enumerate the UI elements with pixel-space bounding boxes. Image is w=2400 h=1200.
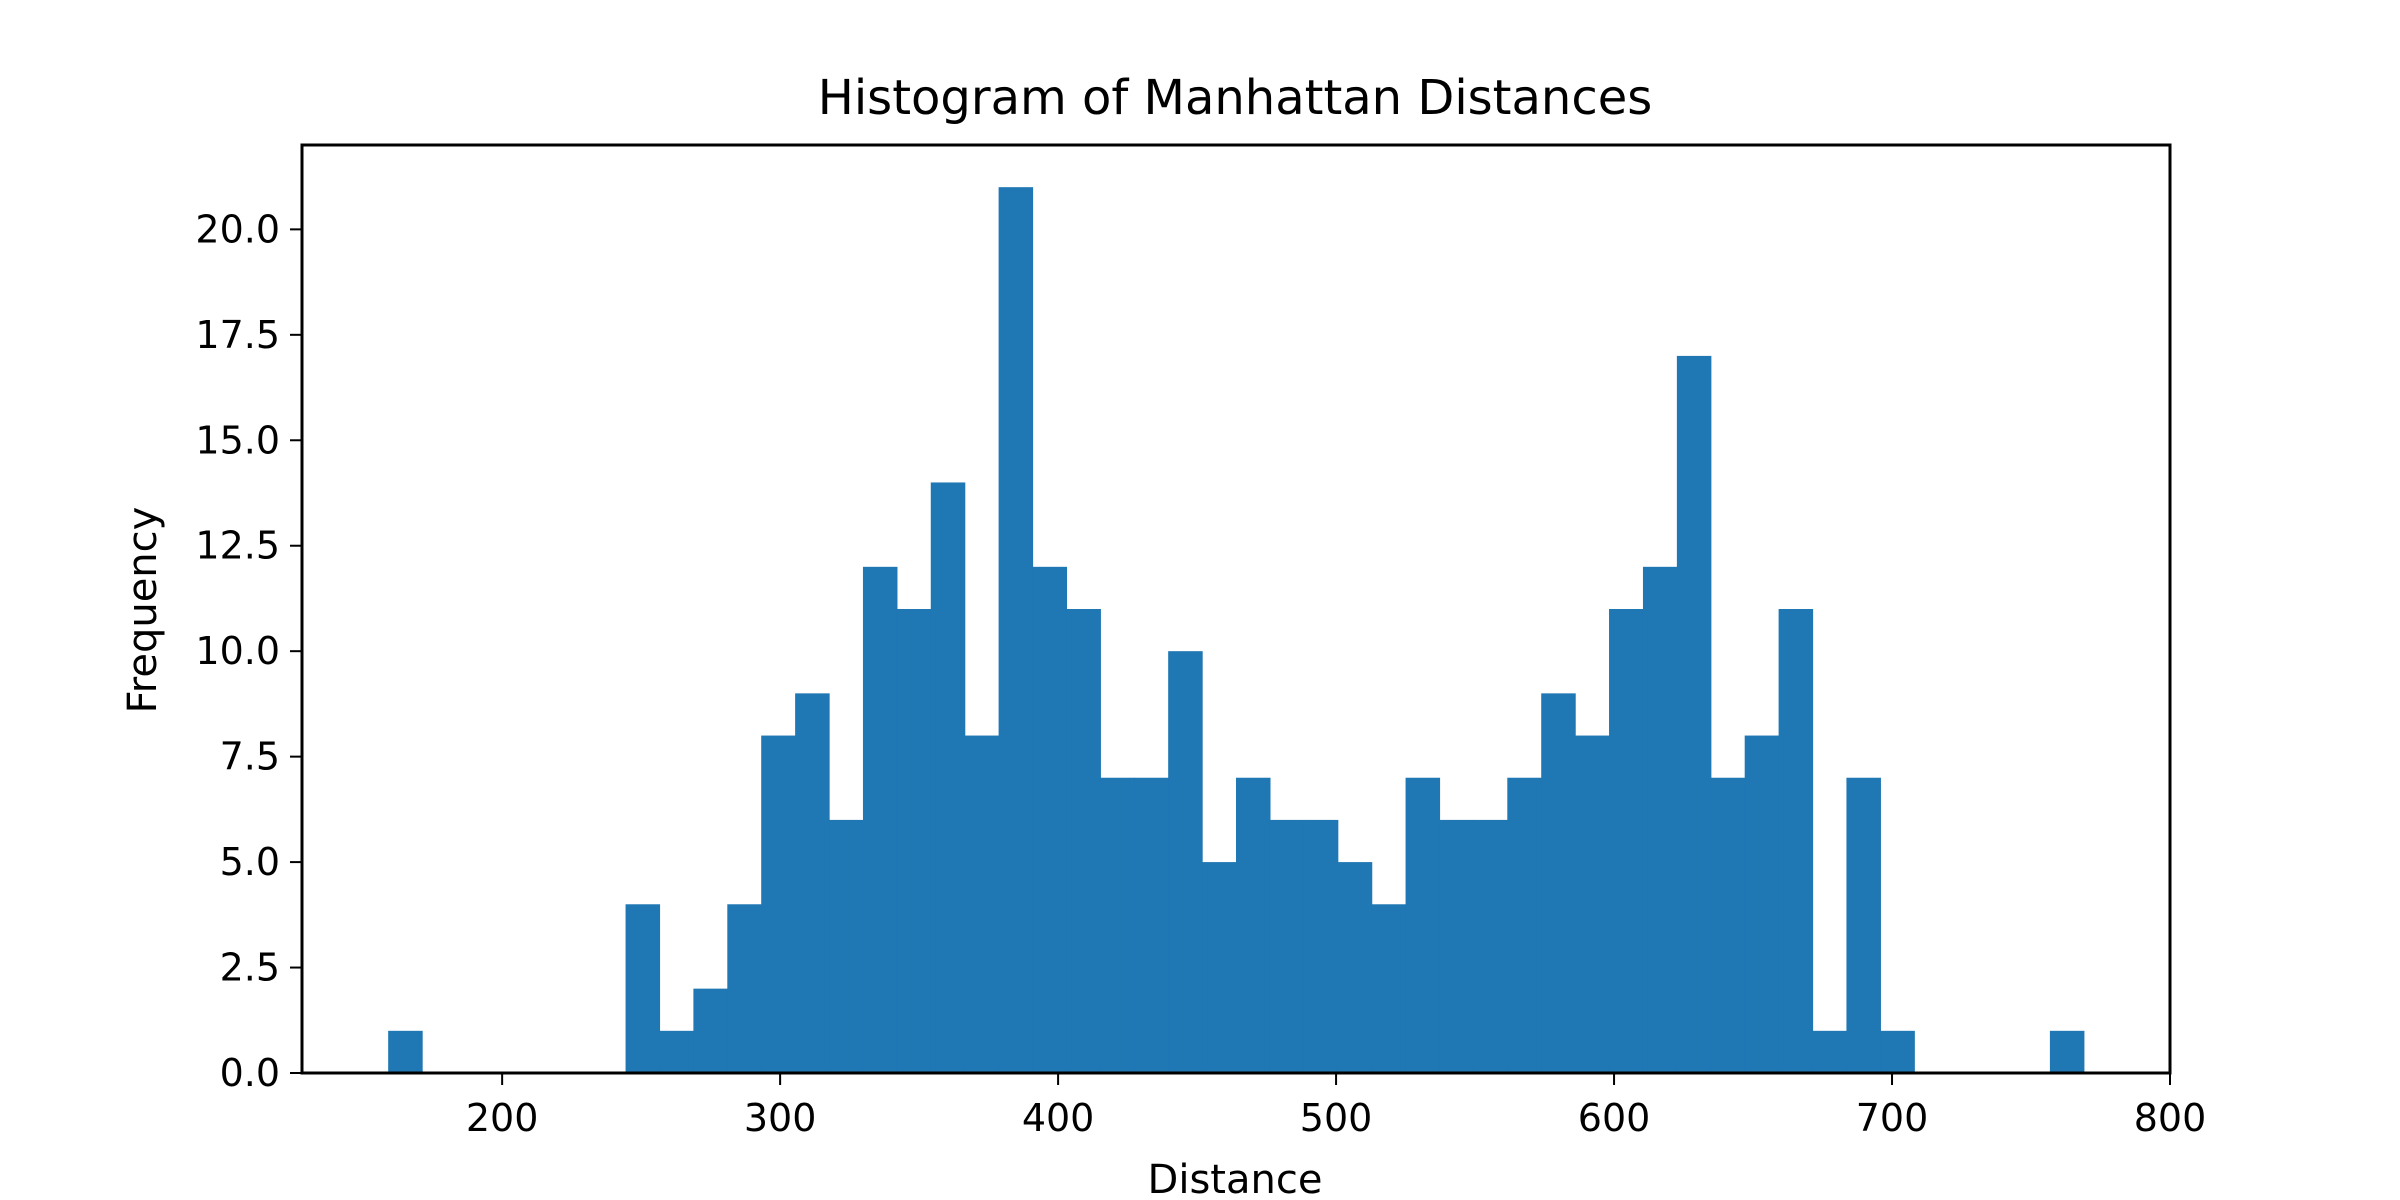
y-tick-label: 0.0 <box>220 1051 280 1095</box>
histogram-bar <box>1473 819 1508 1073</box>
histogram-bar <box>964 735 1000 1073</box>
histogram-bar <box>727 904 762 1073</box>
histogram-bar <box>1202 862 1237 1073</box>
histogram-bar <box>1371 904 1407 1073</box>
x-tick-label: 300 <box>744 1096 817 1140</box>
x-tick-label: 700 <box>1856 1096 1929 1140</box>
histogram-bar <box>998 187 1034 1073</box>
x-tick-label: 500 <box>1300 1096 1373 1140</box>
histogram-bar <box>930 482 966 1073</box>
histogram-bar <box>1134 777 1169 1073</box>
histogram-bar <box>1609 609 1644 1073</box>
y-tick-label: 5.0 <box>220 840 280 884</box>
histogram-bar <box>1880 1030 1915 1073</box>
histogram-bar <box>1032 566 1068 1073</box>
histogram-bar <box>896 609 932 1073</box>
histogram-bar <box>1710 777 1746 1073</box>
histogram-bar <box>761 735 796 1073</box>
histogram-bar <box>1507 777 1542 1073</box>
bars-layer <box>388 187 2085 1073</box>
y-axis-label: Frequency <box>120 507 166 714</box>
histogram-bar <box>2049 1030 2085 1073</box>
histogram-bar <box>1812 1030 1848 1073</box>
x-tick-label: 800 <box>2134 1096 2207 1140</box>
y-tick-label: 17.5 <box>195 313 280 357</box>
plot-frame <box>300 143 2172 1075</box>
histogram-bar <box>1642 566 1678 1073</box>
y-tick-label: 12.5 <box>195 524 280 568</box>
histogram-bar <box>795 693 830 1073</box>
histogram-bar <box>1236 777 1271 1073</box>
histogram-bar <box>1100 777 1135 1073</box>
y-tick-label: 2.5 <box>220 946 280 990</box>
y-tick-label: 10.0 <box>195 629 280 673</box>
histogram-bar <box>862 566 898 1073</box>
histogram-bar <box>659 1030 694 1073</box>
histogram-bar <box>388 1030 423 1073</box>
histogram-bar <box>1744 735 1780 1073</box>
histogram-bar <box>1269 819 1305 1073</box>
histogram-bar <box>1575 735 1610 1073</box>
histogram-bar <box>829 819 864 1073</box>
y-tick-label: 7.5 <box>220 735 280 779</box>
histogram-bar <box>625 904 661 1073</box>
y-tick-label: 20.0 <box>195 207 280 251</box>
histogram-bar <box>1676 355 1712 1073</box>
histogram-bar <box>1337 862 1373 1073</box>
histogram-bar <box>1405 777 1441 1073</box>
chart-title: Histogram of Manhattan Distances <box>818 70 1653 126</box>
histogram-bar <box>693 988 728 1073</box>
histogram-bar <box>1846 777 1881 1073</box>
x-tick-label: 400 <box>1022 1096 1095 1140</box>
histogram-bar <box>1303 819 1339 1073</box>
histogram-bar <box>1168 651 1203 1073</box>
x-axis-label: Distance <box>1148 1157 1323 1200</box>
x-tick-label: 600 <box>1578 1096 1651 1140</box>
histogram-bar <box>1066 609 1101 1073</box>
histogram-bar <box>1778 609 1814 1073</box>
ticks-layer: 200 300 400 500 600 700 800 0.0 2.5 5.0 7.5 10.0 12.… <box>195 207 2206 1140</box>
histogram-bar <box>1439 819 1474 1073</box>
y-tick-label: 15.0 <box>195 418 280 462</box>
x-tick-label: 200 <box>466 1096 539 1140</box>
histogram-bar <box>1541 693 1576 1073</box>
